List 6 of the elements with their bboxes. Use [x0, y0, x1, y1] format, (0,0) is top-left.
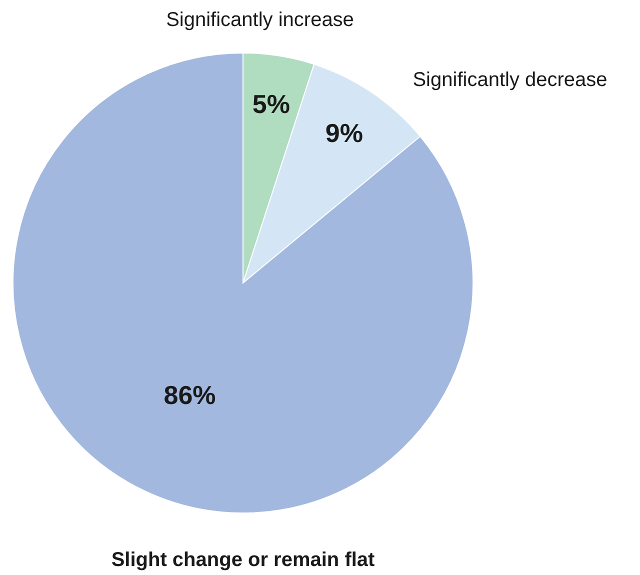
slice-label: Significantly decrease: [412, 69, 608, 91]
data-label: 86%: [164, 380, 216, 410]
slice-label: Significantly increase: [166, 9, 354, 31]
data-label: 9%: [325, 118, 363, 148]
slice-label: Slight change or remain flat: [111, 549, 376, 571]
data-label: 5%: [252, 89, 290, 120]
